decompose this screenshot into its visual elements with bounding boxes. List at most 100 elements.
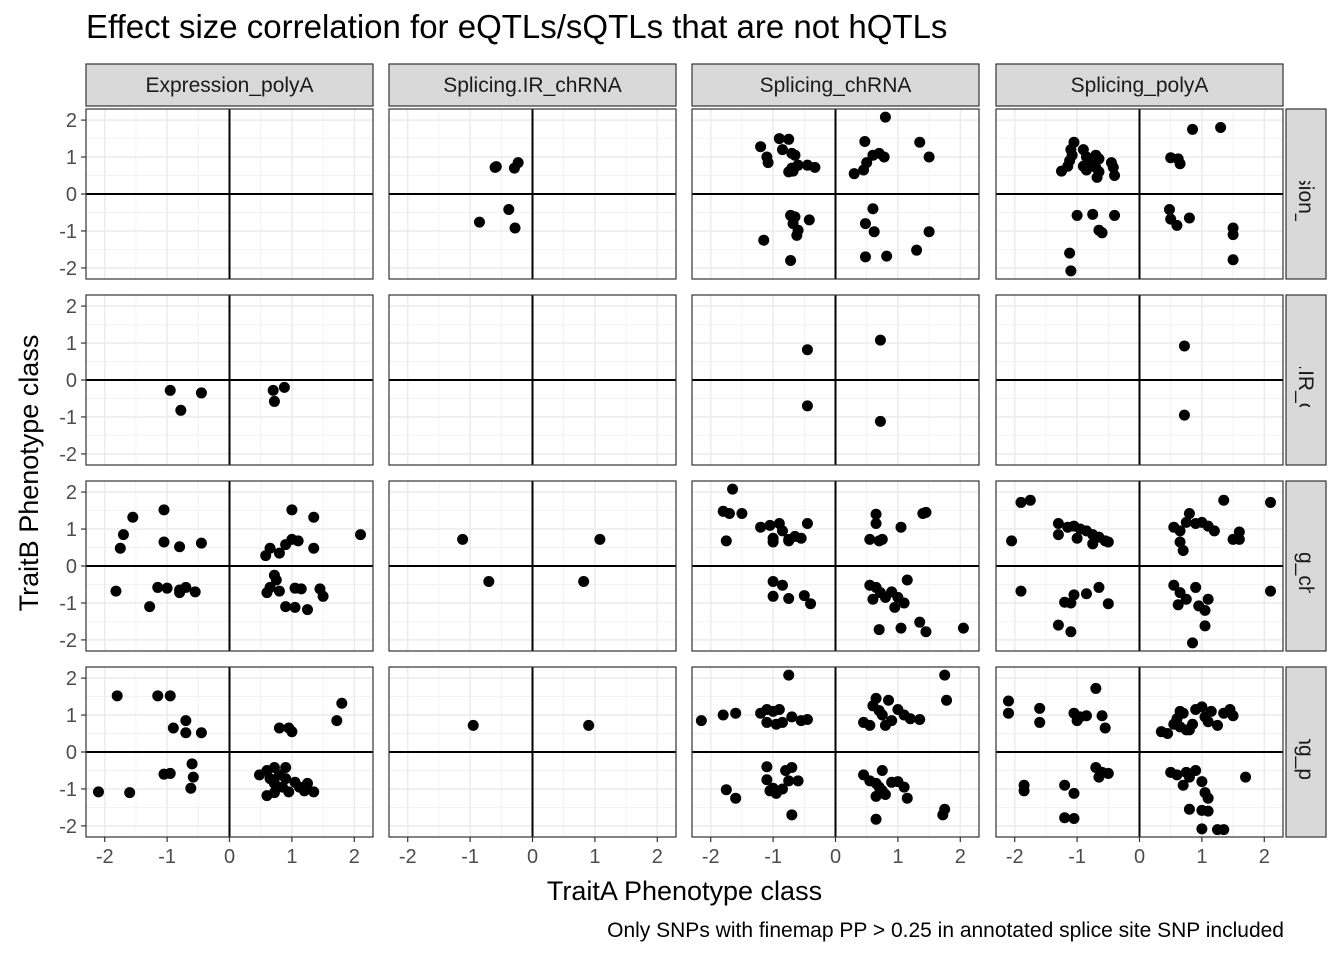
data-point xyxy=(273,585,285,597)
data-point xyxy=(317,590,329,602)
data-point xyxy=(467,719,479,731)
data-point xyxy=(786,711,798,723)
data-point xyxy=(1109,170,1121,182)
data-point xyxy=(1064,247,1076,259)
data-point xyxy=(144,601,156,613)
data-point xyxy=(867,203,879,215)
column-strip-label: Expression_polyA xyxy=(145,74,313,97)
x-tick-label: -1 xyxy=(1068,846,1086,868)
data-point xyxy=(268,787,280,799)
y-tick-label: 2 xyxy=(66,296,77,318)
panel-r0-c2 xyxy=(691,108,980,280)
data-point xyxy=(174,587,186,599)
data-point xyxy=(859,218,871,230)
data-point xyxy=(937,809,949,821)
data-point xyxy=(1227,254,1239,266)
data-point xyxy=(124,787,136,799)
data-point xyxy=(1265,496,1277,508)
data-point xyxy=(1183,724,1195,736)
data-point xyxy=(189,586,201,598)
x-tick-label: -2 xyxy=(702,846,720,868)
data-point xyxy=(870,508,882,520)
data-point xyxy=(776,579,788,591)
data-point xyxy=(355,529,367,541)
data-point xyxy=(264,581,276,593)
data-point xyxy=(870,790,882,802)
data-point xyxy=(895,622,907,634)
data-point xyxy=(1196,776,1208,788)
data-point xyxy=(789,149,801,161)
data-point xyxy=(1080,588,1092,600)
panel-r3-c0 xyxy=(85,666,374,838)
data-point xyxy=(1059,812,1071,824)
panel-border xyxy=(691,108,980,280)
data-point xyxy=(280,601,292,613)
data-point xyxy=(1190,764,1202,776)
data-point xyxy=(1052,619,1064,631)
data-point xyxy=(175,404,187,416)
data-point xyxy=(1065,265,1077,277)
panel-border xyxy=(995,480,1284,652)
data-point xyxy=(331,715,343,727)
panel-r1-c3 xyxy=(995,294,1284,466)
data-point xyxy=(791,229,803,241)
y-tick-label: -2 xyxy=(59,258,77,280)
data-point xyxy=(270,574,282,586)
data-point xyxy=(286,726,298,738)
data-point xyxy=(957,622,969,634)
row-strip xyxy=(1285,480,1327,652)
x-tick-label: -2 xyxy=(399,846,417,868)
data-point xyxy=(870,813,882,825)
data-point xyxy=(301,604,313,616)
chart-title: Effect size correlation for eQTLs/sQTLs … xyxy=(86,8,948,45)
column-strip xyxy=(85,63,374,107)
data-point xyxy=(195,727,207,739)
x-tick-label: 2 xyxy=(1259,846,1270,868)
data-point xyxy=(273,722,285,734)
data-point xyxy=(801,518,813,529)
x-tick-label: 2 xyxy=(349,846,360,868)
y-tick-label: -1 xyxy=(59,221,77,243)
data-point xyxy=(767,536,779,548)
panel-r2-c0 xyxy=(85,480,374,652)
x-tick-label: 0 xyxy=(527,846,538,868)
data-point xyxy=(895,521,907,533)
data-point xyxy=(868,226,880,238)
panel-border xyxy=(388,294,677,466)
data-point xyxy=(1102,536,1114,548)
data-point xyxy=(110,585,122,597)
data-point xyxy=(1196,701,1208,713)
data-point xyxy=(801,400,813,412)
data-point xyxy=(1196,823,1208,835)
data-point xyxy=(1227,710,1239,722)
data-point xyxy=(1174,705,1186,717)
data-point xyxy=(1177,779,1189,791)
data-point xyxy=(1183,508,1195,520)
panel-r0-c3 xyxy=(995,108,1284,280)
panel-border xyxy=(691,294,980,466)
data-point xyxy=(1183,212,1195,224)
x-tick-label: 1 xyxy=(892,846,903,868)
data-point xyxy=(1205,705,1217,717)
data-point xyxy=(1168,579,1180,591)
data-point xyxy=(1091,171,1103,183)
data-point xyxy=(730,792,742,804)
panel-border xyxy=(388,480,677,652)
x-tick-label: 0 xyxy=(1134,846,1145,868)
data-point xyxy=(167,722,179,734)
x-tick-label: 1 xyxy=(1196,846,1207,868)
data-point xyxy=(904,713,916,725)
data-point xyxy=(1240,771,1252,783)
data-point xyxy=(1172,599,1184,611)
data-point xyxy=(1080,164,1092,176)
data-point xyxy=(1071,532,1083,544)
data-point xyxy=(758,234,770,246)
row-strip xyxy=(1285,108,1327,280)
data-point xyxy=(1056,165,1068,177)
data-point xyxy=(1087,538,1099,550)
data-point xyxy=(1109,209,1121,221)
data-point xyxy=(870,518,882,529)
data-point xyxy=(861,157,873,169)
data-point xyxy=(783,593,795,605)
data-point xyxy=(773,133,785,145)
